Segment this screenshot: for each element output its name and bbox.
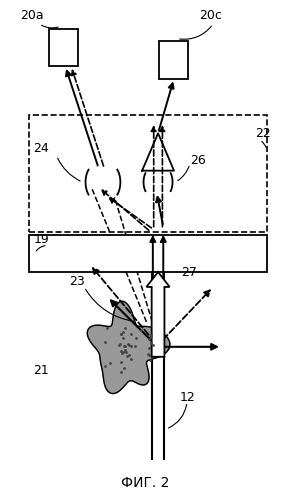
Bar bbox=[29, 235, 267, 272]
Text: 27: 27 bbox=[181, 266, 197, 279]
Bar bbox=[29, 115, 267, 232]
Bar bbox=[160, 41, 188, 78]
Text: 26: 26 bbox=[190, 154, 206, 167]
Bar bbox=[49, 29, 78, 66]
FancyArrow shape bbox=[146, 272, 170, 357]
Text: ФИГ. 2: ФИГ. 2 bbox=[121, 476, 169, 490]
Text: 12: 12 bbox=[180, 391, 195, 404]
Text: 21: 21 bbox=[33, 364, 49, 377]
Polygon shape bbox=[87, 301, 170, 394]
Text: 20c: 20c bbox=[199, 9, 222, 22]
Text: 19: 19 bbox=[33, 233, 49, 246]
Text: 20a: 20a bbox=[20, 9, 44, 22]
Text: 24: 24 bbox=[33, 142, 49, 155]
Text: 23: 23 bbox=[70, 275, 85, 288]
Text: 22: 22 bbox=[255, 127, 271, 140]
